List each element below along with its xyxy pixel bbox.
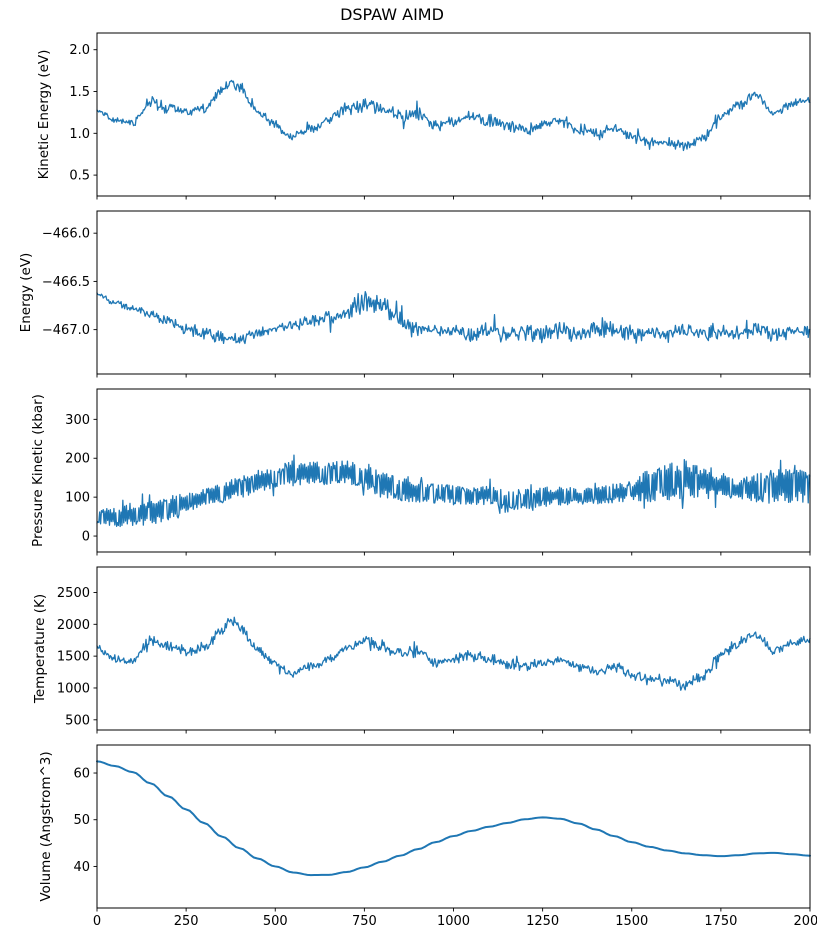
x-tick-label: 500 xyxy=(263,914,288,929)
y-tick-label: 100 xyxy=(65,491,90,506)
y-tick-label: 200 xyxy=(65,452,90,467)
y-tick-label: 500 xyxy=(65,713,90,728)
y-tick-label: 40 xyxy=(73,860,90,875)
x-tick-label: 1250 xyxy=(526,914,559,929)
subplot-volume: 40 50 60 0 250 500 750 1000 1250 1500 1750 2000 Volu… xyxy=(38,744,817,929)
x-tick-label: 250 xyxy=(174,914,199,929)
y-tick-label: −466.0 xyxy=(42,227,90,242)
y-axis-label: Temperature (K) xyxy=(32,594,48,704)
y-tick-label: 0.5 xyxy=(69,169,90,184)
y-tick-label: −467.0 xyxy=(42,323,90,338)
series-line-temperature xyxy=(96,616,811,691)
subplot-temperature: 500 1000 1500 2000 2500 Temperature (K) xyxy=(32,566,811,734)
series-line-kinetic-energy xyxy=(96,79,811,152)
axes-frame xyxy=(96,32,811,197)
x-tick-label: 750 xyxy=(352,914,377,929)
x-tick-label: 1750 xyxy=(704,914,737,929)
y-tick-label: 1000 xyxy=(57,681,90,696)
series-line-pressure-kinetic xyxy=(96,454,811,528)
y-tick-label: 60 xyxy=(73,767,90,782)
y-axis-label: Energy (eV) xyxy=(18,253,34,333)
y-axis-label: Pressure Kinetic (kbar) xyxy=(30,394,46,547)
axes-frame xyxy=(96,566,811,731)
axes-frame xyxy=(96,744,811,909)
chart-title: DSPAW AIMD xyxy=(340,5,444,24)
y-tick-label: 2000 xyxy=(57,618,90,633)
x-tick-label: 2000 xyxy=(793,914,817,929)
y-axis-label: Volume (Angstrom^3) xyxy=(38,751,54,901)
y-tick-label: 2.0 xyxy=(69,43,90,58)
subplot-pressure-kinetic: 0 100 200 300 Pressure Kinetic (kbar) xyxy=(30,388,811,556)
y-tick-label: 2500 xyxy=(57,586,90,601)
axes-frame xyxy=(96,210,811,375)
y-tick-label: 1.5 xyxy=(69,85,90,100)
subplot-kinetic-energy: 0.5 1.0 1.5 2.0 Kinetic Energy (eV) xyxy=(36,32,811,200)
subplot-energy: −466.0 −466.5 −467.0 Energy (eV) xyxy=(18,210,811,378)
series-line-energy xyxy=(96,291,811,345)
axes-frame xyxy=(96,388,811,553)
series-line-volume xyxy=(96,760,811,877)
y-tick-label: 300 xyxy=(65,413,90,428)
y-tick-label: 1500 xyxy=(57,650,90,665)
y-tick-label: 0 xyxy=(82,530,90,545)
y-axis-label: Kinetic Energy (eV) xyxy=(36,50,52,180)
x-tick-label: 1500 xyxy=(615,914,648,929)
x-tick-label: 0 xyxy=(93,914,101,929)
y-tick-label: −466.5 xyxy=(42,275,90,290)
y-tick-label: 50 xyxy=(73,813,90,828)
x-tick-label: 1000 xyxy=(437,914,470,929)
y-tick-label: 1.0 xyxy=(69,127,90,142)
